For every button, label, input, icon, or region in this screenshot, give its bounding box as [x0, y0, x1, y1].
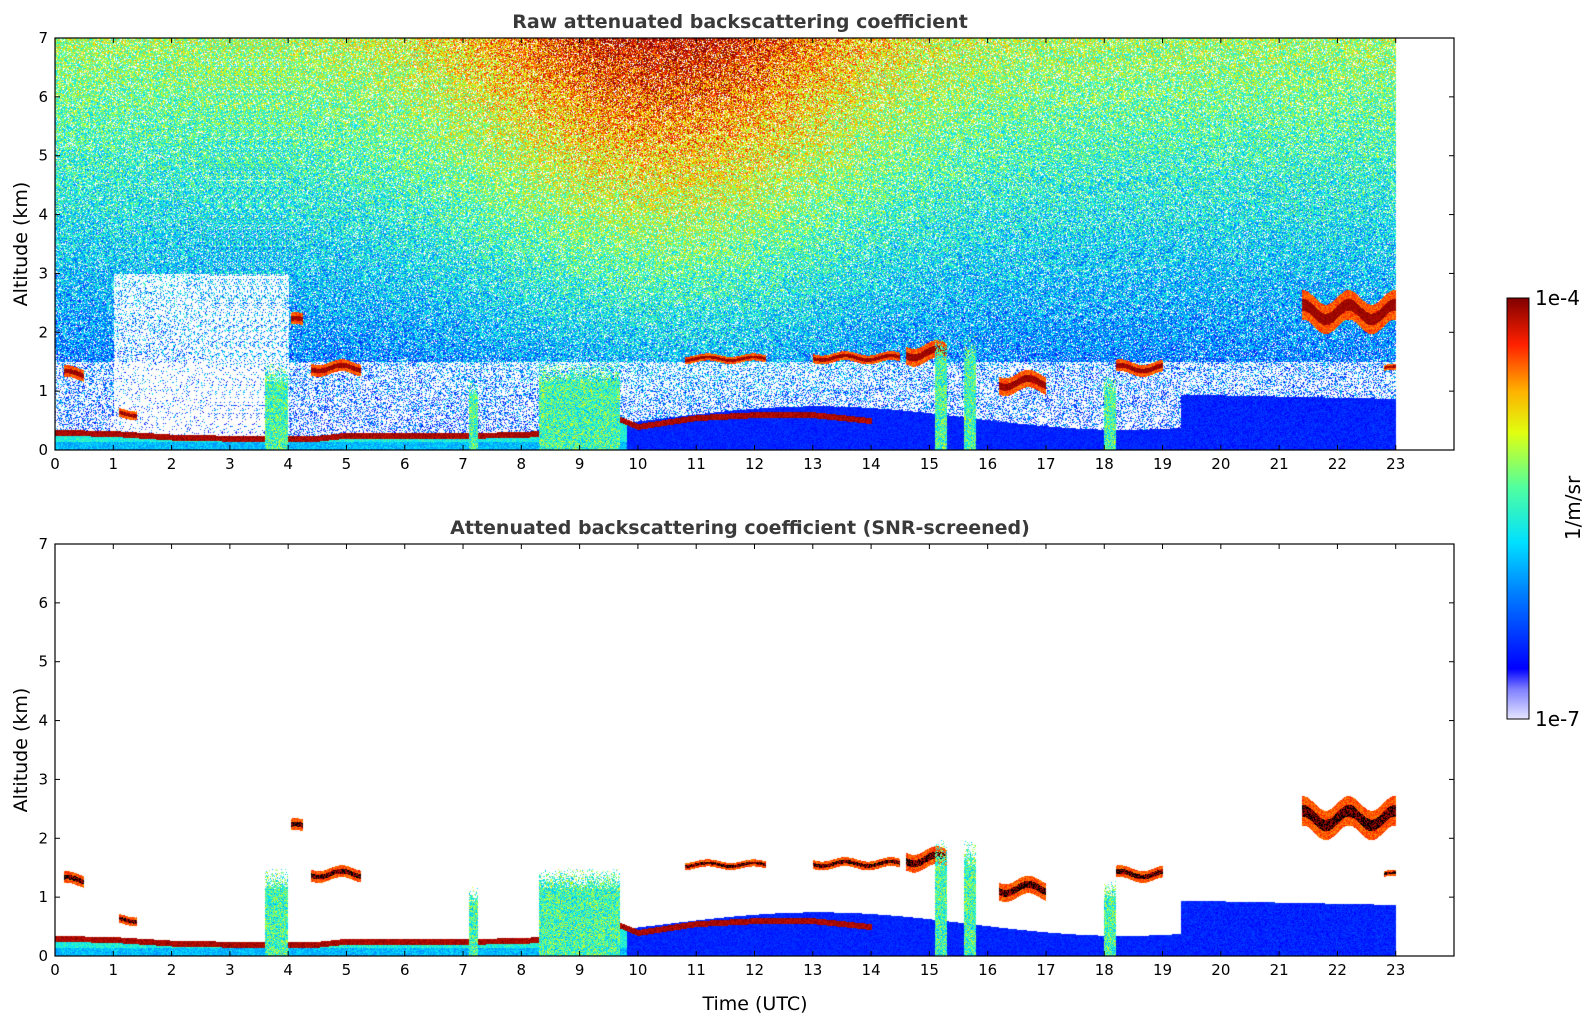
x-tick-label: 21 [1270, 961, 1289, 979]
x-tick-label: 22 [1328, 455, 1347, 473]
y-tick-label: 0 [38, 947, 48, 965]
x-tick-label: 17 [1036, 961, 1055, 979]
y-tick-label: 6 [38, 88, 48, 106]
x-tick-label: 17 [1036, 455, 1055, 473]
y-tick-label: 4 [38, 206, 48, 224]
y-axis-label: Altitude (km) [10, 182, 32, 307]
x-tick-label: 15 [920, 455, 939, 473]
x-tick-label: 20 [1211, 455, 1230, 473]
x-tick-label: 3 [225, 455, 235, 473]
y-axis-label: Altitude (km) [10, 688, 32, 813]
heatmap-image [55, 544, 1454, 956]
x-tick-label: 3 [225, 961, 235, 979]
x-tick-label: 12 [745, 455, 764, 473]
y-tick-label: 7 [38, 535, 48, 553]
x-tick-label: 10 [628, 961, 647, 979]
x-tick-label: 13 [803, 961, 822, 979]
x-tick-label: 13 [803, 455, 822, 473]
x-tick-label: 14 [862, 455, 881, 473]
x-tick-label: 5 [342, 455, 352, 473]
x-tick-label: 0 [50, 961, 60, 979]
x-tick-label: 9 [575, 455, 585, 473]
x-tick-label: 1 [109, 455, 119, 473]
x-tick-label: 14 [862, 961, 881, 979]
x-tick-label: 6 [400, 961, 410, 979]
x-tick-label: 16 [978, 961, 997, 979]
colorbar-unit-label: 1/m/sr [1561, 475, 1585, 540]
x-axis-label: Time (UTC) [701, 993, 807, 1015]
y-tick-label: 5 [38, 147, 48, 165]
x-tick-label: 7 [458, 961, 468, 979]
y-tick-label: 6 [38, 594, 48, 612]
panel-screened: Attenuated backscattering coefficient (S… [10, 517, 1455, 1015]
x-tick-label: 18 [1095, 455, 1114, 473]
x-tick-label: 2 [167, 961, 177, 979]
y-tick-label: 2 [38, 829, 48, 847]
x-tick-label: 8 [517, 455, 527, 473]
panel-raw: Raw attenuated backscattering coefficien… [10, 11, 1455, 473]
x-tick-label: 9 [575, 961, 585, 979]
y-tick-label: 4 [38, 712, 48, 730]
y-tick-label: 2 [38, 323, 48, 341]
x-tick-label: 23 [1386, 961, 1405, 979]
x-tick-label: 1 [109, 961, 119, 979]
x-tick-label: 11 [687, 455, 706, 473]
x-tick-label: 12 [745, 961, 764, 979]
y-tick-label: 1 [38, 888, 48, 906]
chart-title: Attenuated backscattering coefficient (S… [450, 517, 1030, 539]
y-tick-label: 3 [38, 770, 48, 788]
x-tick-label: 18 [1095, 961, 1114, 979]
y-tick-label: 5 [38, 653, 48, 671]
x-tick-label: 0 [50, 455, 60, 473]
x-tick-label: 22 [1328, 961, 1347, 979]
x-tick-label: 5 [342, 961, 352, 979]
colorbar-max-label: 1e-4 [1535, 286, 1580, 310]
x-tick-label: 4 [283, 455, 293, 473]
x-tick-label: 11 [687, 961, 706, 979]
colorbar: 1e-4 1e-7 1/m/sr [1506, 286, 1585, 731]
y-tick-label: 3 [38, 264, 48, 282]
x-tick-label: 16 [978, 455, 997, 473]
x-tick-label: 20 [1211, 961, 1230, 979]
y-tick-label: 0 [38, 441, 48, 459]
x-tick-label: 7 [458, 455, 468, 473]
x-tick-label: 19 [1153, 455, 1172, 473]
x-tick-label: 8 [517, 961, 527, 979]
colorbar-gradient [1506, 297, 1530, 720]
x-tick-label: 15 [920, 961, 939, 979]
x-tick-label: 6 [400, 455, 410, 473]
x-tick-label: 19 [1153, 961, 1172, 979]
heatmap-image [55, 38, 1454, 450]
x-tick-label: 10 [628, 455, 647, 473]
x-tick-label: 4 [283, 961, 293, 979]
y-tick-label: 7 [38, 29, 48, 47]
chart-title: Raw attenuated backscattering coefficien… [512, 11, 968, 33]
colorbar-min-label: 1e-7 [1535, 707, 1580, 731]
y-tick-label: 1 [38, 382, 48, 400]
x-tick-label: 23 [1386, 455, 1405, 473]
x-tick-label: 21 [1270, 455, 1289, 473]
x-tick-label: 2 [167, 455, 177, 473]
